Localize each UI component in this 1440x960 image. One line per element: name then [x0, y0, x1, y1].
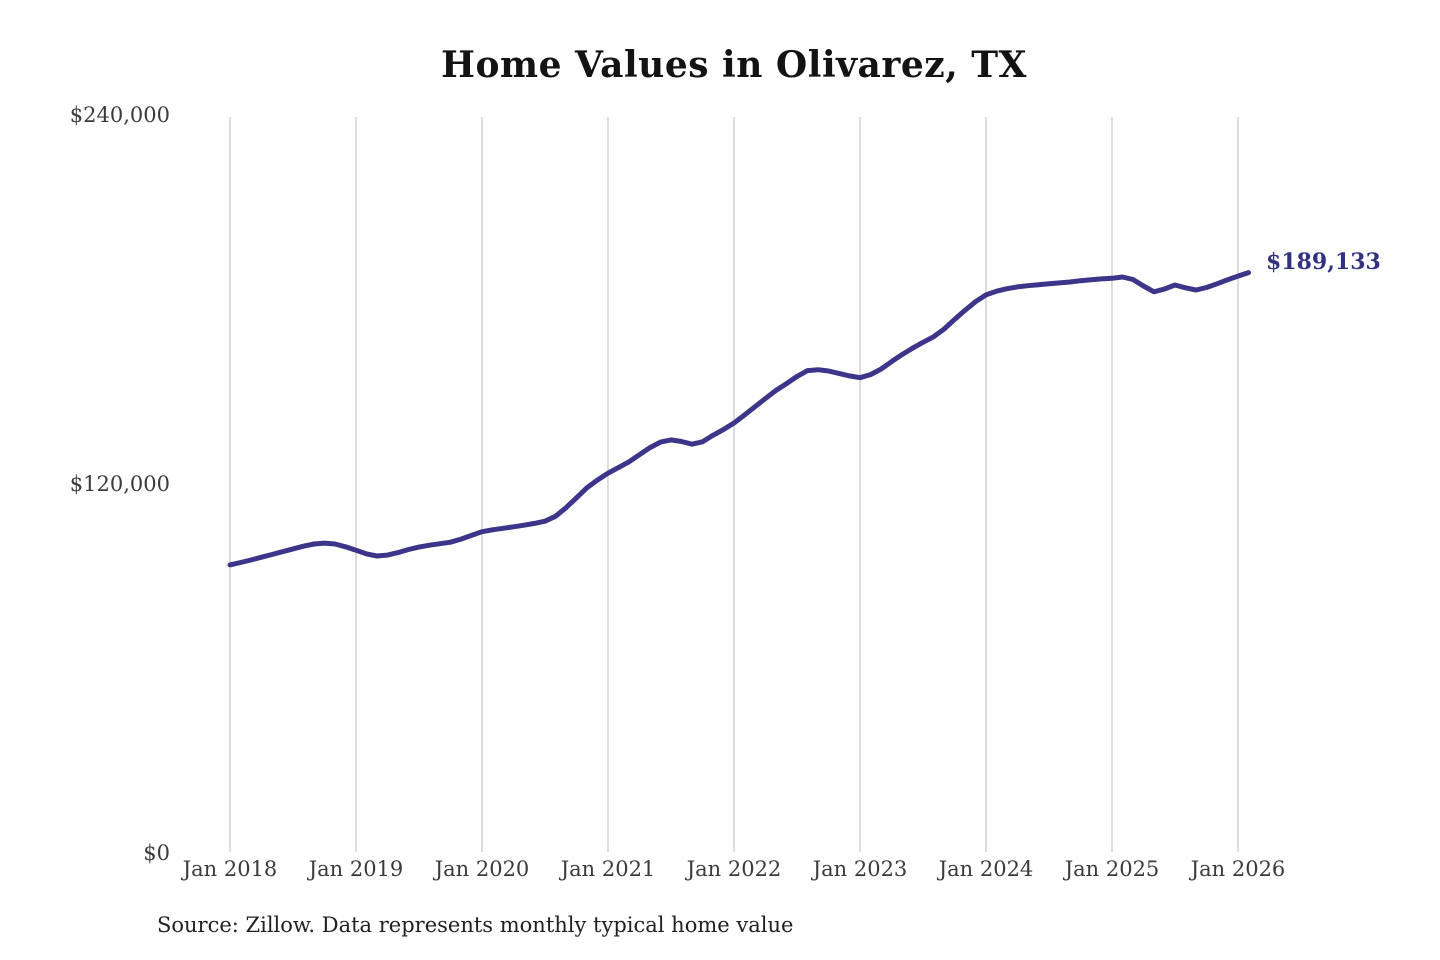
x-tick-label: Jan 2019	[308, 857, 404, 881]
x-tick-label: Jan 2022	[686, 857, 782, 881]
source-note: Source: Zillow. Data represents monthly …	[157, 913, 794, 937]
x-tick-label: Jan 2021	[560, 857, 656, 881]
home-value-line	[227, 270, 1251, 568]
x-tick-label: Jan 2023	[812, 857, 908, 881]
last-value-label: $189,133	[1266, 249, 1381, 275]
y-axis-tick-240000: $240,000	[69, 103, 170, 127]
y-axis-tick-120000: $120,000	[69, 472, 170, 496]
x-tick-label: Jan 2018	[182, 857, 278, 881]
chart-title: Home Values in Olivarez, TX	[440, 44, 1027, 86]
y-axis-tick-0: $0	[143, 841, 170, 865]
x-tick-label: Jan 2025	[1064, 857, 1160, 881]
x-tick-label: Jan 2020	[434, 857, 530, 881]
x-tick-label: Jan 2026	[1190, 857, 1286, 881]
x-tick-label: Jan 2024	[938, 857, 1034, 881]
